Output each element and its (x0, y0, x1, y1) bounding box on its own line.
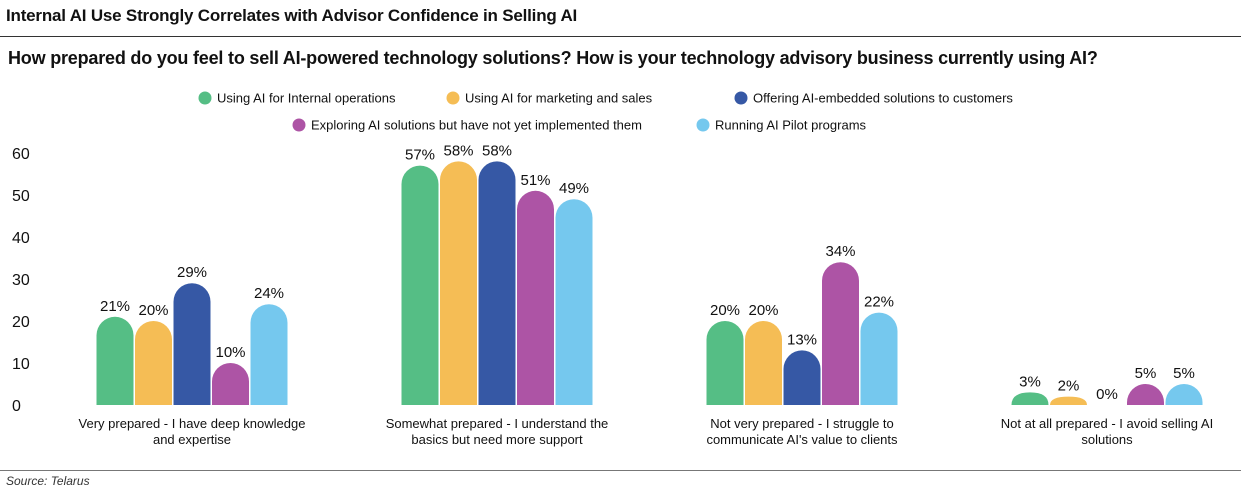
data-label: 2% (1058, 378, 1080, 395)
data-label: 29% (177, 264, 207, 281)
legend-marker-5 (696, 118, 710, 132)
legend-label-1: Using AI for Internal operations (217, 91, 396, 106)
category-label: Very prepared - I have deep knowledge (79, 416, 306, 431)
source-divider (0, 470, 1241, 471)
data-label: 22% (864, 294, 894, 311)
legend-label-2: Using AI for marketing and sales (465, 91, 653, 106)
data-label: 21% (100, 298, 130, 315)
bar-3-group-2 (478, 161, 516, 405)
chart-subtitle: How prepared do you feel to sell AI-powe… (8, 48, 1098, 68)
bar-4-group-2 (517, 190, 554, 405)
data-label: 5% (1173, 365, 1195, 382)
chart-title: Internal AI Use Strongly Correlates with… (6, 6, 578, 25)
y-tick-label: 60 (12, 146, 30, 163)
data-label: 49% (559, 180, 589, 197)
data-label: 20% (748, 302, 778, 319)
data-label: 58% (443, 142, 473, 159)
data-label: 10% (215, 344, 245, 361)
y-tick-label: 10 (12, 356, 30, 373)
bar-2-group-3 (745, 321, 782, 405)
data-label: 20% (138, 302, 168, 319)
legend-label-5: Running AI Pilot programs (715, 118, 867, 133)
bar-3-group-3 (783, 350, 821, 405)
legend-label-3: Offering AI-embedded solutions to custom… (753, 91, 1013, 106)
data-label: 57% (405, 147, 435, 164)
bar-1-group-4 (1011, 392, 1049, 405)
source-note: Source: Telarus (6, 474, 90, 488)
data-label: 58% (482, 142, 512, 159)
bar-2-group-4 (1050, 396, 1087, 405)
legend-marker-1 (198, 91, 212, 105)
bar-4-group-4 (1127, 384, 1164, 405)
bar-1-group-3 (706, 321, 744, 405)
data-label: 51% (520, 172, 550, 189)
data-label: 3% (1019, 373, 1041, 390)
y-tick-label: 20 (12, 314, 30, 331)
category-label: Not very prepared - I struggle to (710, 416, 894, 431)
y-tick-label: 30 (12, 272, 30, 289)
bar-3-group-1 (173, 283, 211, 405)
data-label: 34% (825, 243, 855, 260)
bar-1-group-1 (96, 316, 134, 405)
category-label: communicate AI's value to clients (706, 432, 898, 447)
legend-marker-3 (734, 91, 748, 105)
bar-1-group-2 (401, 165, 439, 405)
category-label: basics but need more support (411, 432, 583, 447)
y-tick-label: 40 (12, 230, 30, 247)
category-label: Somewhat prepared - I understand the (386, 416, 609, 431)
category-label: solutions (1081, 432, 1133, 447)
bar-5-group-3 (860, 312, 898, 405)
legend-label-4: Exploring AI solutions but have not yet … (311, 118, 642, 133)
title-divider (0, 36, 1241, 37)
bar-4-group-1 (212, 363, 249, 405)
y-tick-label: 50 (12, 188, 30, 205)
legend-marker-4 (292, 118, 306, 132)
data-label: 0% (1096, 386, 1118, 403)
legend-marker-2 (446, 91, 460, 105)
bar-chart: Using AI for Internal operations Using AI… (12, 91, 1213, 448)
bar-2-group-1 (135, 321, 172, 405)
bar-5-group-2 (555, 199, 593, 405)
category-label: Not at all prepared - I avoid selling AI (1001, 416, 1213, 431)
bar-2-group-2 (440, 161, 477, 405)
bar-5-group-4 (1165, 384, 1203, 405)
y-tick-label: 0 (12, 398, 21, 415)
data-label: 20% (710, 302, 740, 319)
bar-5-group-1 (250, 304, 288, 405)
bar-4-group-3 (822, 262, 859, 405)
data-label: 13% (787, 331, 817, 348)
category-label: and expertise (153, 432, 231, 447)
data-label: 5% (1135, 365, 1157, 382)
data-label: 24% (254, 285, 284, 302)
